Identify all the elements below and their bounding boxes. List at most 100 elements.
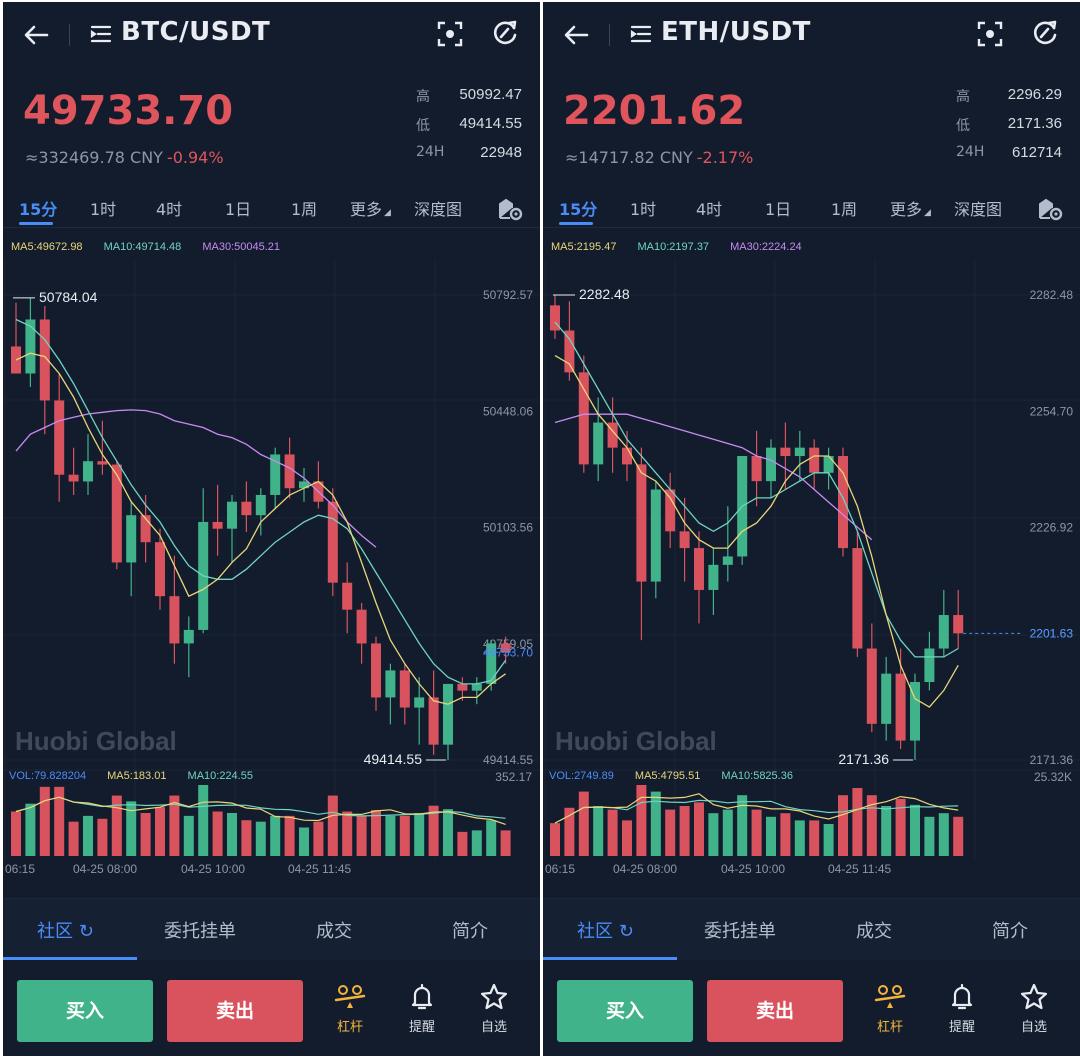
tab-community[interactable]: 社区 ↻ [37, 921, 94, 942]
menu-list-icon[interactable] [629, 22, 653, 46]
margin-button[interactable]: 杠杆 [863, 982, 917, 1035]
volume-bar [327, 795, 338, 856]
top-bar: BTC/USDT [3, 2, 540, 66]
interval-1d[interactable]: 1日 [225, 200, 252, 219]
candle-body [155, 542, 165, 597]
chart-settings-icon[interactable] [496, 194, 524, 222]
candlestick-chart[interactable]: 2282.482254.702226.922201.632171.362201.… [543, 260, 1080, 860]
bell-icon [411, 983, 433, 1010]
interval-1d[interactable]: 1日 [765, 200, 792, 219]
candle-body [636, 464, 647, 582]
volume-bar [255, 821, 266, 856]
interval-4h[interactable]: 4时 [156, 200, 183, 219]
caret-down-icon: ◢ [384, 208, 391, 218]
alert-button[interactable]: 提醒 [935, 982, 989, 1035]
favorite-button[interactable]: 自选 [467, 982, 521, 1035]
btc-panel: BTC/USDT 49733.70 ≈332469.78 CNY -0.94% 高… [3, 2, 540, 1056]
back-arrow-icon[interactable] [561, 20, 591, 50]
vol-ma5-label: MA5:183.01 [107, 770, 167, 782]
candle-body [924, 648, 935, 682]
interval-15m[interactable]: 15分 [559, 200, 598, 219]
interval-1h[interactable]: 1时 [90, 200, 117, 219]
candle-body [140, 515, 151, 543]
candle-body [910, 681, 920, 741]
tab-trades[interactable]: 成交 [316, 921, 352, 942]
eth-panel: ETH/USDT 2201.62 ≈14717.82 CNY -2.17% 高 22… [543, 2, 1080, 1056]
star-icon [480, 983, 508, 1010]
interval-1w[interactable]: 1周 [831, 200, 858, 219]
pair-title[interactable]: ETH/USDT [661, 17, 811, 47]
volume-bar [54, 786, 65, 856]
depth-chart-tab[interactable]: 深度图 [414, 200, 463, 219]
vol-ma10-label: MA10:224.55 [187, 770, 253, 782]
sell-button[interactable]: 卖出 [707, 980, 843, 1042]
bell-icon [951, 983, 973, 1010]
alert-label: 提醒 [408, 1020, 435, 1035]
cny-price: ≈332469.78 CNY [25, 148, 163, 167]
candle-body [766, 447, 776, 482]
favorite-button[interactable]: 自选 [1007, 982, 1061, 1035]
market-stats: 高 2296.29 低 2171.36 24H 612714 [956, 86, 1062, 173]
alert-button[interactable]: 提醒 [395, 982, 449, 1035]
back-arrow-icon[interactable] [21, 20, 51, 50]
pair-title[interactable]: BTC/USDT [121, 17, 271, 47]
tab-about[interactable]: 简介 [992, 921, 1028, 942]
volume-bar [11, 811, 21, 856]
tab-trades[interactable]: 成交 [856, 921, 892, 942]
time-label: 04-25 08:00 [73, 862, 138, 876]
vol-ma10-label: MA10:5825.36 [721, 770, 793, 782]
price-change: -0.94% [166, 148, 224, 167]
volume-bar [578, 791, 589, 856]
candlestick-chart[interactable]: 50792.5750448.0650103.5649759.0549414.55… [3, 260, 540, 860]
volume-bar [953, 816, 964, 856]
tab-open-orders[interactable]: 委托挂单 [164, 921, 236, 942]
scan-icon[interactable] [436, 20, 464, 48]
volume-bar [371, 810, 381, 856]
volume-bar [169, 795, 180, 856]
margin-button[interactable]: 杠杆 [323, 982, 377, 1035]
volume-bar [155, 807, 165, 856]
volume-bar [665, 809, 676, 856]
current-price-tag: 2201.63 [1030, 626, 1074, 640]
tab-about[interactable]: 简介 [452, 921, 488, 942]
volume-bar [866, 795, 877, 856]
interval-15m[interactable]: 15分 [19, 200, 58, 219]
bottom-action-bar: 买入 卖出 杠杆 提醒 自选 [3, 960, 540, 1056]
candle-body [953, 615, 964, 634]
chart-settings-icon[interactable] [1036, 194, 1064, 222]
interval-more[interactable]: 更多 ◢ [350, 200, 391, 219]
high-marker-label: 2282.48 [579, 286, 630, 302]
buy-button[interactable]: 买入 [17, 980, 153, 1042]
margin-label: 杠杆 [876, 1020, 903, 1035]
cny-price-line: ≈14717.82 CNY -2.17% [565, 148, 753, 167]
interval-1w[interactable]: 1周 [291, 200, 318, 219]
refresh-icon[interactable] [1030, 18, 1060, 48]
depth-chart-tab[interactable]: 深度图 [954, 200, 1003, 219]
candle-body [356, 609, 367, 644]
favorite-label: 自选 [1020, 1020, 1047, 1035]
tab-community[interactable]: 社区 ↻ [577, 921, 634, 942]
candle-body [241, 501, 252, 516]
buy-button[interactable]: 买入 [557, 980, 693, 1042]
time-label: 04-25 11:45 [288, 862, 352, 876]
menu-list-icon[interactable] [89, 22, 113, 46]
tab-open-orders[interactable]: 委托挂单 [704, 921, 776, 942]
time-label: 04-25 11:45 [828, 862, 892, 876]
volume-bar [385, 815, 396, 856]
stat-high: 高 2296.29 [956, 86, 1062, 105]
volume-bar [550, 823, 560, 856]
volume-bar [722, 809, 733, 856]
stat-low: 低 49414.55 [416, 115, 522, 134]
refresh-icon[interactable] [490, 18, 520, 48]
scan-icon[interactable] [976, 20, 1004, 48]
interval-4h[interactable]: 4时 [696, 200, 723, 219]
interval-more[interactable]: 更多 ◢ [890, 200, 931, 219]
candle-body [866, 648, 877, 724]
candle-body [227, 501, 237, 529]
interval-1h[interactable]: 1时 [630, 200, 657, 219]
candle-body [327, 501, 338, 583]
sell-button[interactable]: 卖出 [167, 980, 303, 1042]
time-label: 04-25 10:00 [721, 862, 786, 876]
time-label: 06:15 [545, 862, 576, 876]
interval-underline [559, 222, 593, 225]
